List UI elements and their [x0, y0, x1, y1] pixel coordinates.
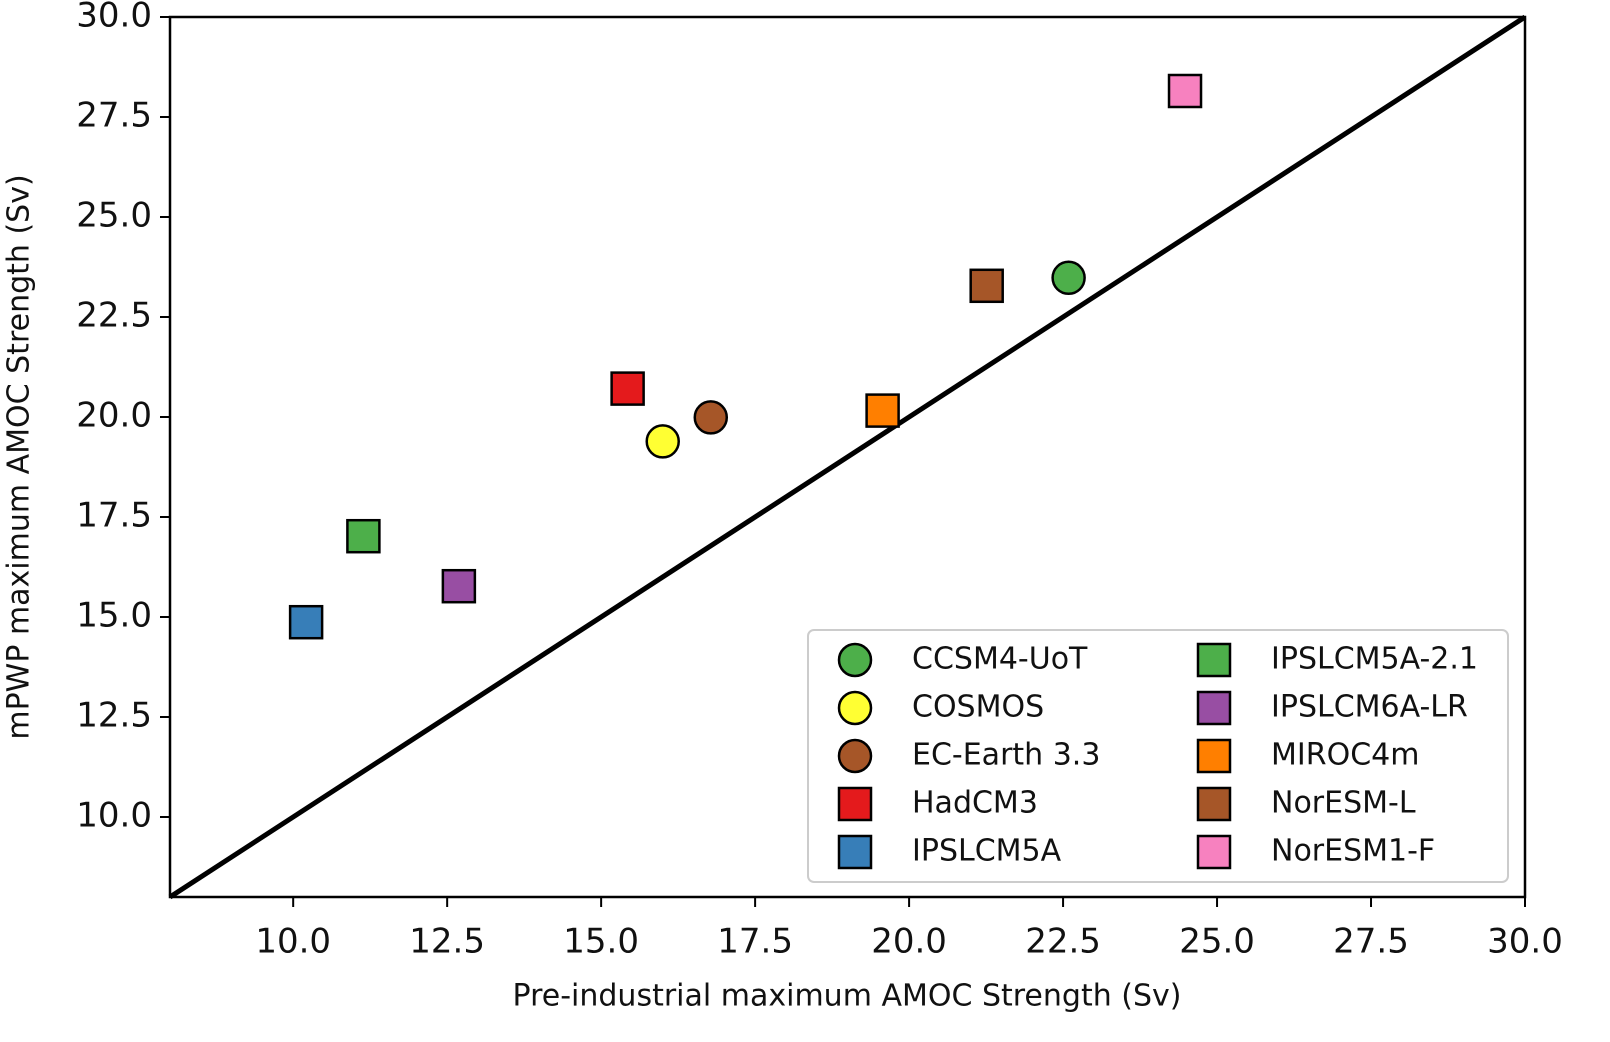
x-tick-label: 22.5 — [1025, 922, 1101, 962]
legend-label: IPSLCM6A-LR — [1271, 690, 1468, 725]
y-tick-label: 20.0 — [76, 396, 152, 436]
x-tick-label: 10.0 — [255, 922, 331, 962]
y-tick-label: 15.0 — [76, 596, 152, 636]
data-point — [1051, 260, 1086, 296]
x-tick-label: 17.5 — [717, 922, 793, 962]
identity-line — [168, 14, 1527, 900]
y-tick-label: 27.5 — [76, 96, 152, 136]
y-tick-label: 12.5 — [76, 696, 152, 736]
x-tick-label: 30.0 — [1487, 922, 1563, 962]
legend-label: NorESM-L — [1271, 786, 1416, 821]
legend-swatch — [1196, 786, 1232, 822]
data-point — [346, 518, 381, 554]
data-point — [865, 393, 900, 428]
legend-label: NorESM1-F — [1271, 834, 1435, 869]
data-point — [610, 371, 645, 406]
legend-label: IPSLCM5A-2.1 — [1271, 642, 1478, 677]
y-tick-label: 25.0 — [76, 196, 152, 236]
x-tick-label: 27.5 — [1333, 922, 1409, 962]
y-tick-label: 10.0 — [76, 796, 152, 836]
legend-frame — [807, 629, 1509, 883]
legend-label: MIROC4m — [1271, 738, 1419, 773]
plot-frame — [168, 15, 1527, 899]
legend-label: IPSLCM5A — [912, 834, 1062, 869]
legend-swatch — [837, 834, 873, 870]
x-tick-label: 15.0 — [563, 922, 639, 962]
legend-swatch — [1196, 834, 1232, 870]
data-point — [1167, 73, 1203, 109]
data-point — [645, 424, 680, 459]
legend-label: EC-Earth 3.3 — [912, 738, 1100, 773]
x-axis-label: Pre-industrial maximum AMOC Strength (Sv… — [513, 979, 1182, 1014]
y-axis-label: mPWP maximum AMOC Strength (Sv) — [2, 174, 37, 739]
legend-swatch — [1196, 642, 1232, 678]
y-tick-label: 30.0 — [76, 0, 152, 36]
y-tick-label: 22.5 — [76, 296, 152, 336]
data-point — [969, 268, 1004, 304]
x-tick-label: 20.0 — [871, 922, 947, 962]
x-tick-label: 25.0 — [1179, 922, 1255, 962]
legend: CCSM4-UoT COSMOS EC-Earth 3.3 HadCM3 IPSLCM5… — [807, 629, 1509, 883]
x-tick-label: 12.5 — [409, 922, 485, 962]
legend-swatch — [837, 738, 873, 774]
legend-swatch — [837, 690, 873, 726]
legend-swatch — [837, 786, 873, 822]
data-point — [693, 400, 729, 435]
data-point — [288, 604, 324, 640]
data-point — [441, 568, 477, 604]
legend-label: COSMOS — [912, 690, 1044, 725]
y-tick-label: 17.5 — [76, 496, 152, 536]
legend-label: CCSM4-UoT — [912, 642, 1088, 677]
legend-swatch — [837, 642, 873, 678]
legend-swatch — [1196, 738, 1232, 774]
legend-label: HadCM3 — [912, 786, 1038, 821]
legend-swatch — [1196, 690, 1232, 726]
